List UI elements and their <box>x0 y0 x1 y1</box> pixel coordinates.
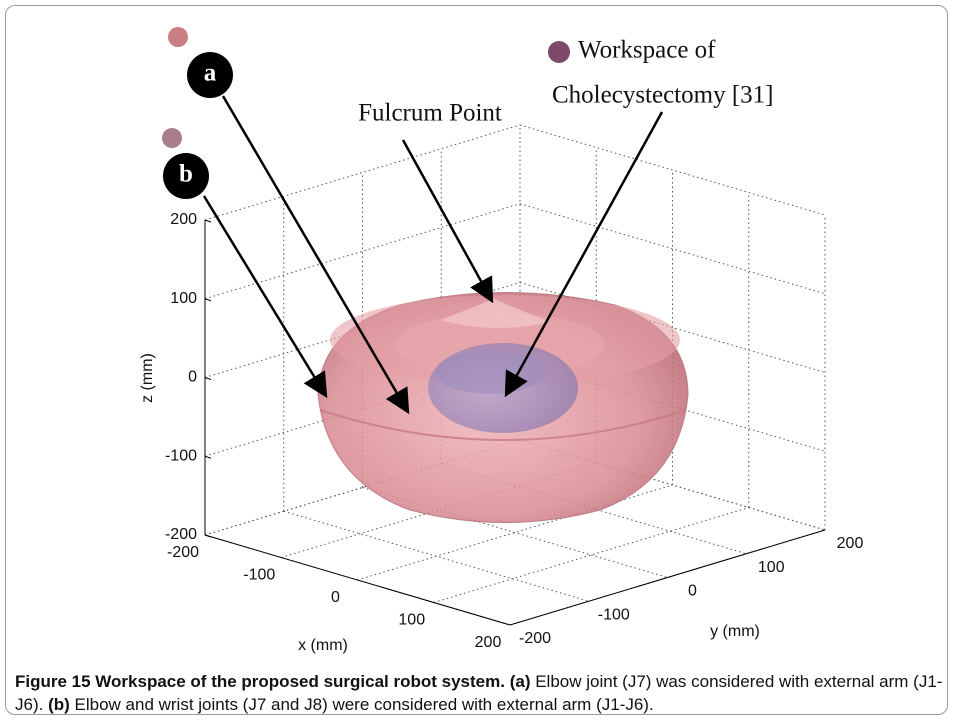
caption: Figure 15 Workspace of the proposed surg… <box>15 670 950 716</box>
z-tick-label: 200 <box>170 211 197 228</box>
badge <box>163 153 209 199</box>
axis-line <box>509 529 826 626</box>
x-tick-label: 0 <box>331 589 340 606</box>
grid-line <box>519 203 826 295</box>
grid-line <box>281 462 597 558</box>
annotation: Cholecystectomy [31] <box>552 82 773 109</box>
grid-line <box>204 439 521 536</box>
axis-line <box>204 219 212 223</box>
badge <box>187 52 233 98</box>
figure-frame <box>5 5 948 715</box>
legend-dot <box>168 27 188 47</box>
grid-line <box>433 507 749 603</box>
caption-tag: (a) <box>509 672 531 691</box>
arrow <box>221 95 410 415</box>
badge-label: b <box>179 161 193 188</box>
legend-dot <box>162 128 182 148</box>
x-tick-label: 200 <box>475 634 502 651</box>
axis-line <box>204 455 212 459</box>
annotation: Workspace of <box>578 37 716 64</box>
grid-line <box>204 360 521 457</box>
z-tick-label: 100 <box>170 290 197 307</box>
badge-label: a <box>204 60 217 87</box>
z-tick-label: -100 <box>165 447 197 464</box>
caption-text: Elbow joint (J7) was considered with ext… <box>15 672 943 714</box>
axis-label: y (mm) <box>710 623 760 640</box>
grid-line <box>357 484 673 581</box>
caption-tag: (b) <box>48 695 70 714</box>
annotation: Fulcrum Point <box>358 100 502 127</box>
arrow <box>202 195 328 399</box>
arrow <box>401 139 494 304</box>
legend-dot <box>548 41 570 63</box>
z-tick-label: 0 <box>188 369 197 386</box>
caption-title: Figure 15 Workspace of the proposed surg… <box>15 672 505 691</box>
z-tick-label: -200 <box>165 526 197 543</box>
y-tick-label: -200 <box>519 630 551 647</box>
arrow <box>504 111 664 398</box>
axis-label: x (mm) <box>298 637 348 654</box>
axis-line <box>204 534 511 626</box>
y-tick-label: 100 <box>758 559 785 576</box>
y-tick-label: 0 <box>688 583 697 600</box>
grid-line <box>204 282 521 378</box>
caption-text: Elbow and wrist joints (J7 and J8) were … <box>69 695 654 714</box>
y-tick-label: 200 <box>837 535 864 552</box>
axis-line <box>204 377 212 380</box>
axis-line <box>204 298 212 302</box>
grid-line <box>204 124 521 221</box>
workspace-volume <box>317 292 689 523</box>
axis-label: z (mm) <box>139 353 156 403</box>
x-tick-label: -100 <box>243 567 275 584</box>
x-tick-label: 100 <box>398 612 425 629</box>
x-tick-label: -200 <box>167 544 199 561</box>
y-tick-label: -100 <box>598 606 630 623</box>
